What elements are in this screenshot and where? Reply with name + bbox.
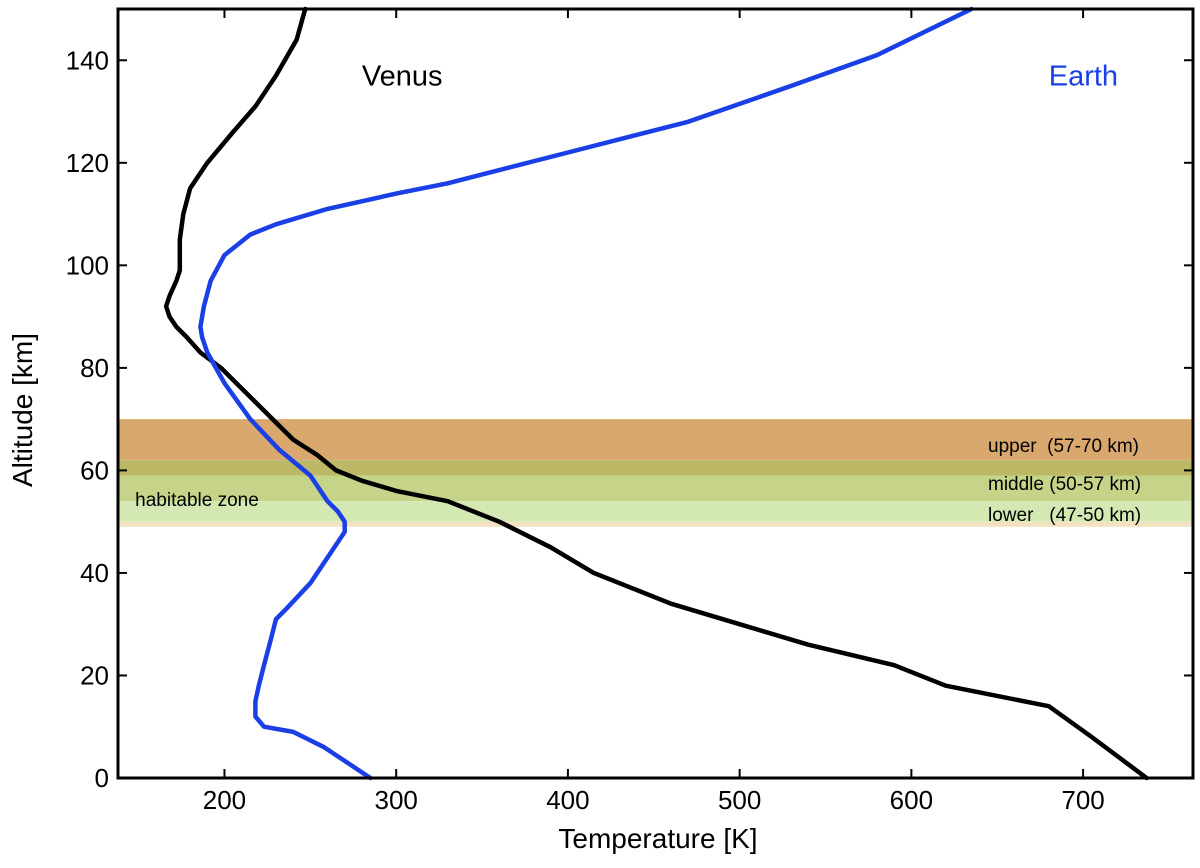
series-lines	[163, 6, 1149, 781]
annotation-venus: Venus	[362, 61, 443, 93]
y-tick-label-20: 20	[80, 660, 109, 690]
y-tick-label-120: 120	[66, 148, 109, 178]
band-labels: upper (57-70 km) middle (50-57 km) lower (…	[988, 436, 1141, 526]
band-label-0: upper (57-70 km)	[988, 436, 1139, 457]
y-tick-label-40: 40	[80, 558, 109, 588]
y-tick-label-100: 100	[66, 250, 109, 280]
y-tick-label-60: 60	[80, 455, 109, 485]
axis-tick-labels: 200 300 400 500 600 700 0 20 40 60 80 100 120 140	[66, 45, 1105, 815]
y-axis-title: Altitude [km]	[7, 333, 38, 487]
x-tick-label-300: 300	[374, 785, 417, 815]
x-tick-label-200: 200	[203, 785, 246, 815]
y-tick-label-140: 140	[66, 45, 109, 75]
chart-annotations: Venus Earth habitable zone	[135, 61, 1118, 511]
band-rect-2	[118, 475, 1193, 502]
x-tick-label-500: 500	[718, 785, 761, 815]
x-tick-label-400: 400	[546, 785, 589, 815]
x-tick-label-700: 700	[1061, 785, 1104, 815]
band-rect-1	[118, 460, 1193, 476]
annotation-earth: Earth	[1049, 61, 1118, 93]
axis-ticks	[118, 9, 1193, 779]
y-tick-label-0: 0	[95, 763, 109, 793]
plot-frame	[116, 7, 1195, 780]
band-rect-4	[118, 521, 1193, 527]
series-line-earth	[198, 6, 974, 781]
series-line-venus	[163, 6, 1149, 781]
band-label-1: middle (50-57 km)	[988, 474, 1141, 495]
band-rect-3	[118, 501, 1193, 522]
cloud-layer-bands	[118, 419, 1193, 527]
band-label-2: lower (47-50 km)	[988, 505, 1141, 526]
x-axis-title: Temperature [K]	[558, 823, 757, 854]
annotation-habitable-zone: habitable zone	[135, 490, 259, 511]
x-tick-label-600: 600	[890, 785, 933, 815]
y-tick-label-80: 80	[80, 353, 109, 383]
